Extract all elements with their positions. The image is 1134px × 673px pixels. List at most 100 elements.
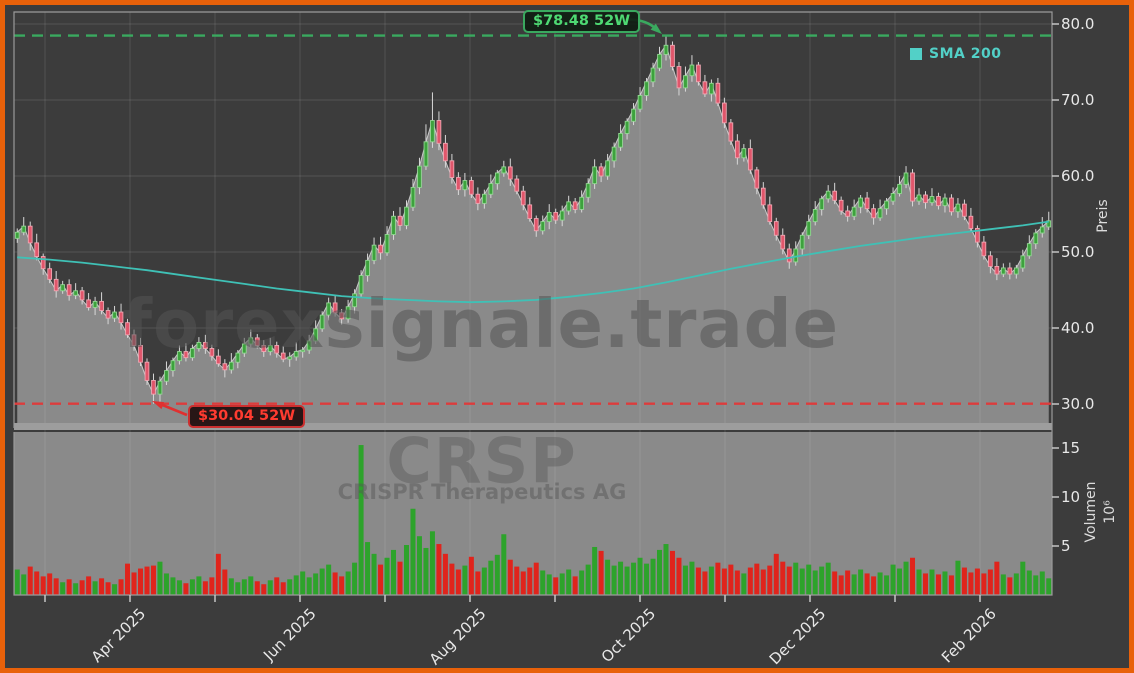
volume-bar <box>799 568 805 595</box>
candle-up <box>73 290 78 296</box>
volume-bar <box>527 567 533 595</box>
candle-up <box>618 132 623 148</box>
plot-spines <box>13 11 1053 596</box>
volume-bar <box>455 569 461 595</box>
candle-up <box>631 108 636 122</box>
candle-down <box>216 355 221 365</box>
volume-bar <box>138 568 144 595</box>
candle-down <box>533 218 539 232</box>
candle-up <box>112 311 117 319</box>
candle-down <box>514 178 520 192</box>
candle-up <box>579 196 585 210</box>
volume-bar <box>365 542 371 595</box>
volume-bar <box>248 576 254 595</box>
volume-bar <box>241 579 247 595</box>
volume-bar <box>987 569 993 595</box>
candle-up <box>637 94 643 110</box>
volume-bar <box>708 566 714 595</box>
volume-bar <box>47 573 53 595</box>
candle-down <box>754 169 760 189</box>
volume-bar <box>287 579 293 595</box>
candle-up <box>1039 226 1045 234</box>
candle-down <box>125 322 130 336</box>
volume-bar <box>728 564 734 595</box>
candle-down <box>962 203 967 217</box>
candle-down <box>27 225 33 244</box>
candle-down <box>131 334 137 346</box>
candle-up <box>170 360 176 372</box>
candle-down <box>274 345 280 354</box>
volume-bar <box>313 573 319 595</box>
volume-bar <box>682 565 688 595</box>
volume-panel-background <box>14 432 1052 595</box>
volume-bar <box>585 564 591 595</box>
volume-bar <box>53 578 59 595</box>
volume-bar <box>293 575 299 595</box>
volume-bar <box>533 562 539 595</box>
candle-down <box>773 221 779 236</box>
candle-down <box>507 166 513 180</box>
volume-bar <box>339 576 345 595</box>
candle-down <box>910 172 915 202</box>
volume-bar <box>981 573 987 595</box>
low-arrowhead-icon <box>152 401 165 410</box>
watermark-ticker: CRSP <box>386 424 578 498</box>
candle-up <box>799 234 805 250</box>
volume-bar <box>669 550 675 595</box>
candle-down <box>786 248 792 263</box>
candle-up <box>663 44 669 55</box>
candle-down <box>735 140 740 159</box>
candle-up <box>657 53 662 69</box>
candle-down <box>86 299 91 308</box>
candle-down <box>449 160 455 178</box>
candle-up <box>241 343 247 354</box>
candle-up <box>352 293 357 308</box>
candle-up <box>14 231 20 239</box>
volume-bar <box>235 582 241 595</box>
volume-bar <box>657 549 663 595</box>
candle-up <box>806 221 812 236</box>
volume-bar <box>332 572 338 595</box>
candle-down <box>118 311 124 324</box>
candle-up <box>164 370 169 382</box>
volume-bar <box>391 549 397 595</box>
candle-up <box>462 180 468 191</box>
candle-down <box>105 310 111 319</box>
volume-bar <box>631 562 637 595</box>
candle-up <box>358 275 364 295</box>
candle-up <box>92 300 98 308</box>
volume-bar <box>462 565 468 595</box>
volume-bar <box>747 567 753 595</box>
volume-bar <box>1046 578 1052 595</box>
candle-down <box>949 197 954 213</box>
low-arrow <box>159 402 188 417</box>
candle-down <box>144 361 150 381</box>
volume-bar <box>274 577 280 595</box>
volume-bar <box>378 564 384 595</box>
volume-bar <box>131 572 137 595</box>
candle-up <box>248 337 254 345</box>
volume-bar <box>702 571 708 595</box>
candle-down <box>47 268 53 280</box>
candle-up <box>851 206 857 217</box>
candle-down <box>845 210 850 217</box>
candle-down <box>864 197 870 210</box>
high-arrowhead-icon <box>650 23 662 34</box>
volume-bar <box>780 561 786 595</box>
candle-up <box>313 328 319 342</box>
volume-bar <box>150 565 156 595</box>
candle-down <box>469 180 474 195</box>
candle-down <box>456 177 461 191</box>
volume-bar <box>884 575 890 595</box>
candle-up <box>1026 243 1032 257</box>
candle-down <box>443 142 448 162</box>
volume-bar <box>358 445 364 595</box>
candle-up <box>897 183 902 194</box>
volume-bar <box>903 561 909 595</box>
candle-down <box>747 148 753 171</box>
candle-down <box>598 166 604 177</box>
candle-up <box>404 206 409 226</box>
candle-up <box>371 244 377 261</box>
volume-bar <box>851 574 857 595</box>
